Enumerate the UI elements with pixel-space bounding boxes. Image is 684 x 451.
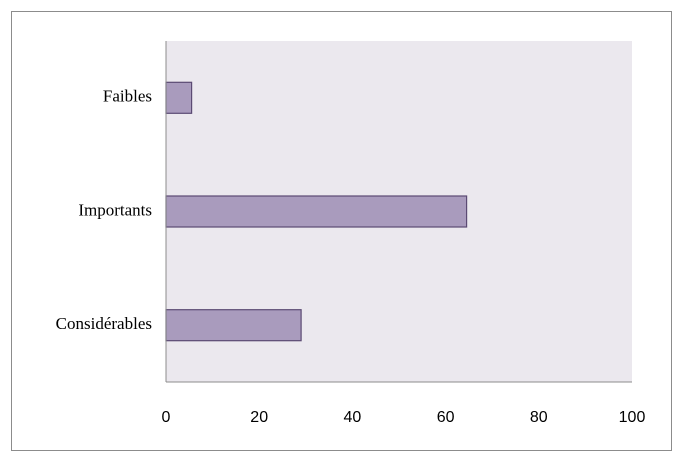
- bar-faibles: [165, 81, 193, 114]
- bars-group: [165, 81, 468, 342]
- x-tick-label: 60: [437, 409, 455, 426]
- x-tick-label: 40: [344, 409, 362, 426]
- category-label: Considérables: [56, 314, 152, 333]
- bar-importants: [165, 195, 468, 228]
- category-label: Faibles: [103, 87, 152, 106]
- x-tick-label: 0: [162, 409, 171, 426]
- category-label: Importants: [78, 200, 152, 219]
- bar-considérables: [165, 309, 302, 342]
- x-tick-label: 80: [530, 409, 548, 426]
- category-labels: Faibles Importants Considérables: [56, 87, 152, 333]
- x-tick-label: 100: [619, 409, 646, 426]
- bar-chart: Faibles Importants Considérables 0 20 40 60 80…: [56, 41, 646, 426]
- x-tick-labels: 0 20 40 60 80 100: [162, 409, 646, 426]
- x-tick-label: 20: [250, 409, 268, 426]
